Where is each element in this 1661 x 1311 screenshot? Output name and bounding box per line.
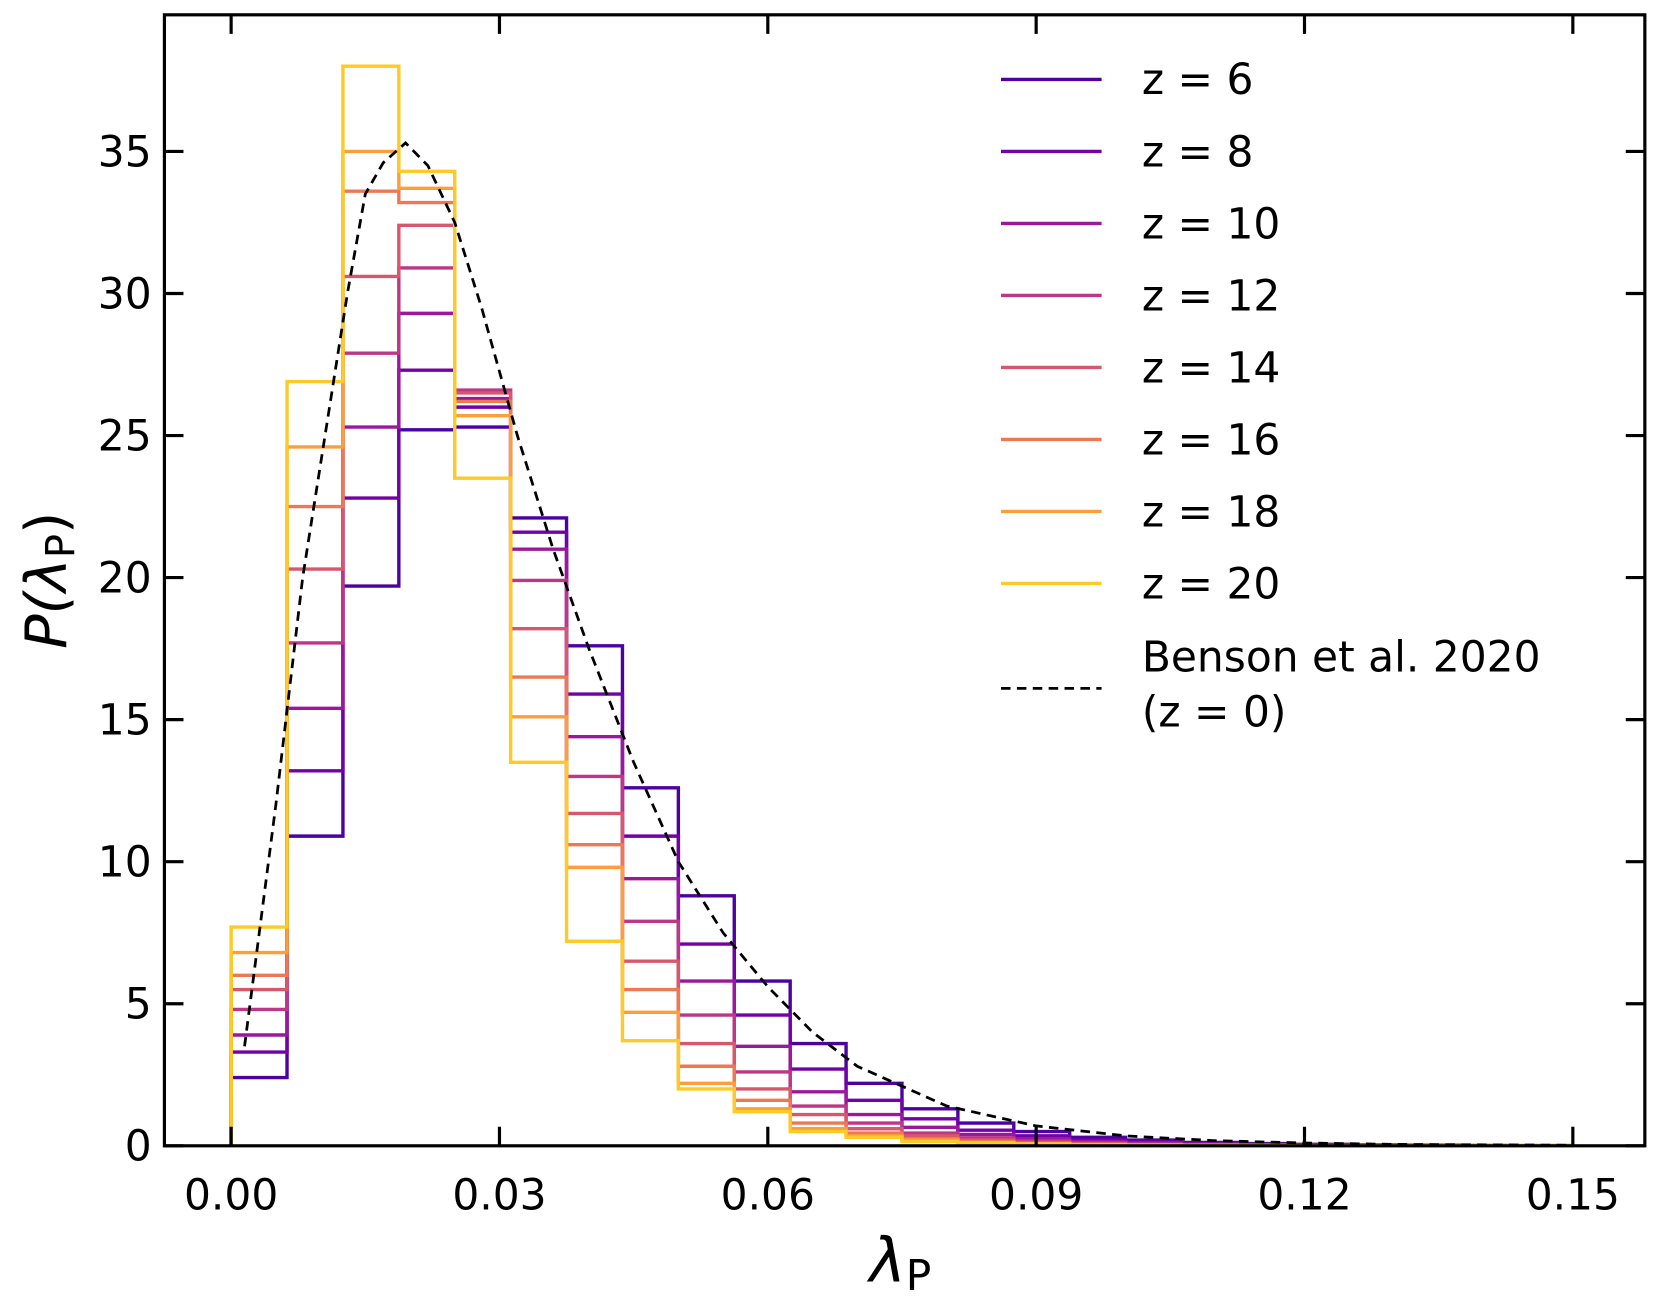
y-tick-label: 10 <box>98 838 152 887</box>
axes-frame <box>162 13 1647 1148</box>
y-tick-label: 35 <box>98 127 152 176</box>
x-tick-label: 0.00 <box>184 1170 278 1219</box>
y-tick-label: 0 <box>125 1122 152 1171</box>
legend-label: z = 12 <box>1142 271 1281 320</box>
x-axis-label: λP <box>866 1225 931 1299</box>
legend-label-benson-z: (z = 0) <box>1142 687 1287 736</box>
y-axis-label: P(λP) <box>14 512 84 649</box>
y-tick-label: 15 <box>98 695 152 744</box>
legend-label: z = 20 <box>1142 559 1281 608</box>
y-tick-label: 5 <box>125 980 152 1029</box>
axis-ticks: 0.00 0.03 0.06 0.09 0.12 0.15 0 5 10 15 20 25 30 35 <box>98 14 1645 1219</box>
x-tick-label: 0.03 <box>452 1170 546 1219</box>
x-tick-label: 0.09 <box>989 1170 1083 1219</box>
legend-label: z = 18 <box>1142 487 1281 536</box>
plot-area <box>229 64 1575 1148</box>
legend-label: z = 16 <box>1142 415 1281 464</box>
legend-label-benson: Benson et al. 2020 <box>1142 632 1541 681</box>
histogram-series-z6 <box>229 425 1575 1148</box>
y-tick-label: 20 <box>98 553 152 602</box>
benson-reference-curve <box>243 141 1573 1147</box>
legend-label: z = 8 <box>1142 127 1254 176</box>
histogram-series-z12 <box>229 266 1573 1148</box>
legend-label: z = 14 <box>1142 343 1281 392</box>
histogram-series-z20 <box>229 64 1573 1148</box>
legend: z = 6 z = 8 z = 10 z = 12 z = 14 z = 16 z = 18… <box>1000 55 1541 736</box>
histogram-series-z8 <box>229 368 1573 1148</box>
x-tick-label: 0.06 <box>721 1170 815 1219</box>
histogram-series-z10 <box>229 311 1573 1148</box>
histogram-series-z14 <box>229 223 1573 1148</box>
x-tick-label: 0.12 <box>1257 1170 1351 1219</box>
legend-label: z = 10 <box>1142 199 1281 248</box>
y-tick-label: 25 <box>98 411 152 460</box>
y-tick-label: 30 <box>98 269 152 318</box>
x-tick-label: 0.15 <box>1526 1170 1620 1219</box>
legend-label: z = 6 <box>1142 55 1254 104</box>
